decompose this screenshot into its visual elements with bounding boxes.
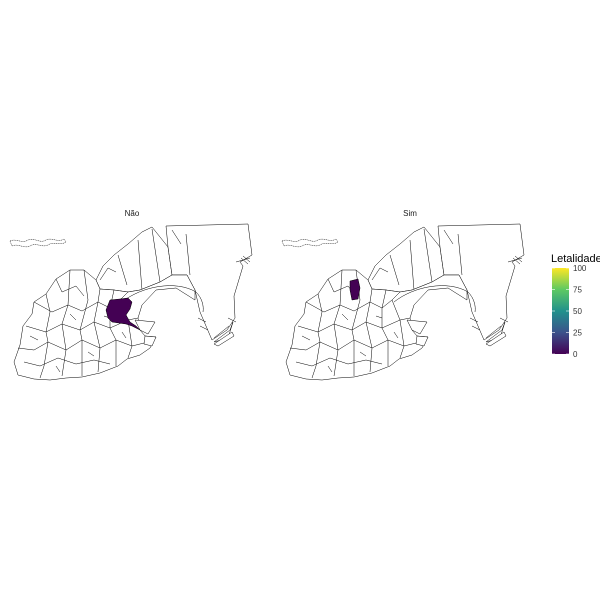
- legend-colorbar: [552, 268, 569, 354]
- legend-tick-label: 0: [573, 350, 578, 359]
- facet-nao: Não: [9, 209, 253, 381]
- legend-tick-label: 25: [573, 329, 582, 338]
- facet-title-nao: Não: [125, 209, 140, 218]
- highlighted-region-sim: [349, 278, 361, 301]
- facet-sim: Sim: [281, 209, 525, 381]
- facet-title-sim: Sim: [403, 209, 417, 218]
- map-sim: [281, 223, 525, 381]
- highlighted-region-nao: [105, 297, 141, 331]
- legend-tick-label: 100: [573, 264, 587, 273]
- legend-title: Letalidade: [551, 253, 600, 265]
- legend: Letalidade 100 75 50 25 0: [551, 253, 600, 359]
- legend-tick-label: 75: [573, 286, 582, 295]
- legend-tick-label: 50: [573, 307, 582, 316]
